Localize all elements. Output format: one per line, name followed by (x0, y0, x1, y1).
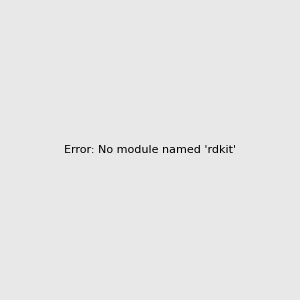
Text: Error: No module named 'rdkit': Error: No module named 'rdkit' (64, 145, 236, 155)
